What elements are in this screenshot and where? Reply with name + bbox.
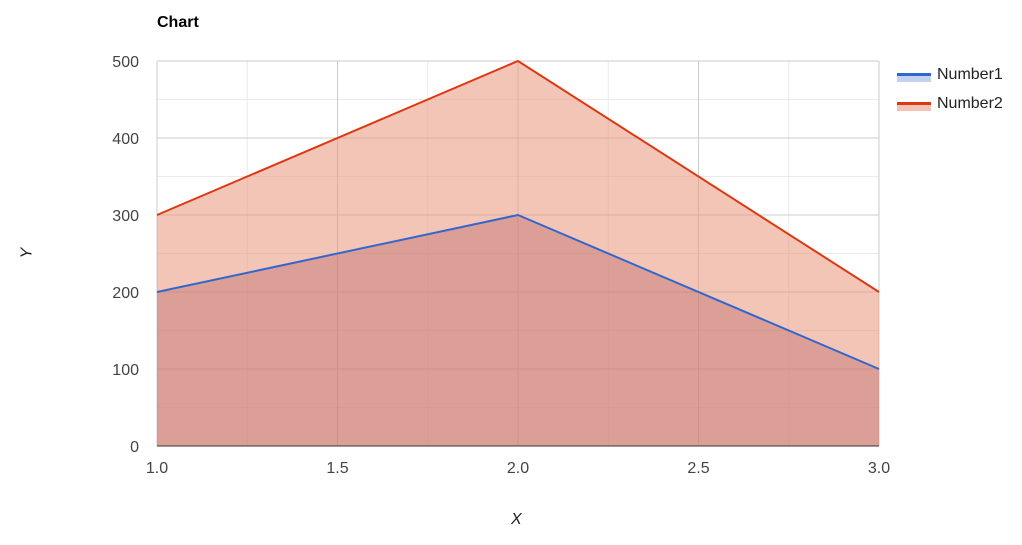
x-tick-label: 3.0 — [868, 460, 890, 477]
legend-item-number2[interactable]: Number2 — [897, 89, 1003, 118]
legend-label-number2: Number2 — [937, 94, 1003, 112]
x-tick-label: 1.5 — [326, 460, 348, 477]
y-tick-label: 200 — [112, 285, 139, 302]
x-tick-label: 2.5 — [687, 460, 709, 477]
legend: Number1 Number2 — [897, 60, 1003, 118]
legend-swatch-number2 — [897, 97, 931, 111]
legend-item-number1[interactable]: Number1 — [897, 60, 1003, 89]
legend-swatch-number1 — [897, 68, 931, 82]
legend-label-number1: Number1 — [937, 65, 1003, 83]
y-tick-label: 500 — [112, 54, 139, 71]
chart-title: Chart — [157, 14, 199, 31]
y-tick-label: 100 — [112, 362, 139, 379]
y-tick-label: 0 — [130, 439, 139, 456]
line-number1 — [156, 213, 880, 370]
y-tick-label: 400 — [112, 131, 139, 148]
x-axis-label: X — [511, 511, 522, 528]
y-tick-label: 300 — [112, 208, 139, 225]
y-axis-label: Y — [18, 247, 36, 259]
x-tick-label: 2.0 — [507, 460, 529, 477]
x-tick-label: 1.0 — [146, 460, 168, 477]
area-number2 — [157, 61, 879, 446]
line-number2 — [156, 59, 880, 293]
